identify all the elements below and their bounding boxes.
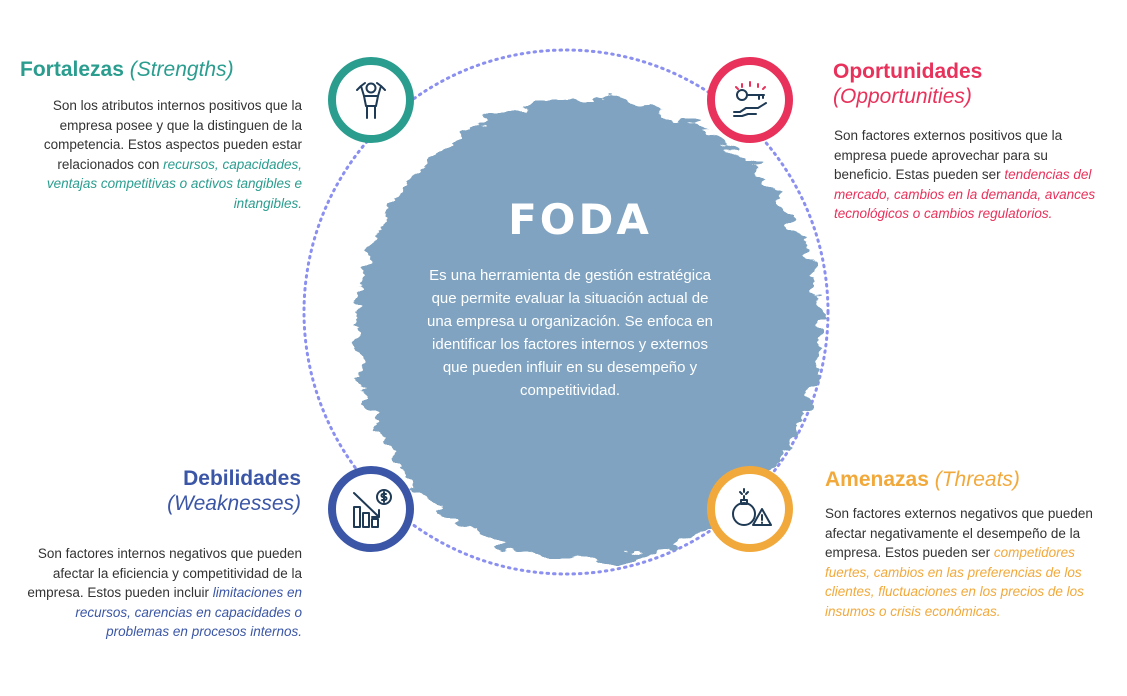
declining-chart-dollar-icon xyxy=(353,489,392,528)
opportunities-highlight: tendencias del mercado, cambios en la de… xyxy=(834,167,1096,221)
weaknesses-title-es: Debilidades xyxy=(183,467,301,490)
center-description: Es una herramienta de gestión estratégic… xyxy=(426,267,714,399)
strengths-description: Son los atributos internos positivos que… xyxy=(28,96,302,213)
bomb-warning-icon xyxy=(732,488,772,526)
opportunities-description: Son factores externos positivos que la e… xyxy=(834,126,1106,224)
opportunities-title: Oportunidades (Opportunities) xyxy=(833,59,1113,109)
strengths-title-en: (Strengths) xyxy=(129,58,234,81)
opportunities-title-es: Oportunidades xyxy=(833,60,983,83)
threats-description: Son factores externos negativos que pued… xyxy=(825,504,1093,621)
weaknesses-badge xyxy=(328,466,414,552)
center-brush-circle xyxy=(356,98,820,562)
threats-badge xyxy=(707,466,793,552)
opportunities-title-en: (Opportunities) xyxy=(833,85,972,108)
weaknesses-highlight: limitaciones en recursos, carencias en c… xyxy=(75,585,302,639)
threats-title-en: (Threats) xyxy=(934,468,1020,491)
threats-title-es: Amenazas xyxy=(825,468,929,491)
opportunities-badge xyxy=(707,57,793,143)
weaknesses-description: Son factores internos negativos que pued… xyxy=(22,544,302,642)
weaknesses-text: Son factores internos negativos que pued… xyxy=(27,546,302,600)
strengths-title-es: Fortalezas xyxy=(20,58,124,81)
strengths-badge xyxy=(328,57,414,143)
threats-highlight: competidores fuertes, cambios en las pre… xyxy=(825,545,1084,619)
center-title: FODA xyxy=(508,195,652,244)
strengths-title: Fortalezas (Strengths) xyxy=(20,57,300,82)
strengths-text: Son los atributos internos positivos que… xyxy=(43,98,302,172)
weaknesses-title: Debilidades (Weaknesses) xyxy=(20,466,301,516)
strong-person-icon xyxy=(356,82,386,119)
weaknesses-title-en: (Weaknesses) xyxy=(167,492,301,515)
threats-title: Amenazas (Threats) xyxy=(825,467,1115,492)
dotted-orbit-ring xyxy=(302,48,830,576)
opportunities-text: Son factores externos positivos que la e… xyxy=(834,128,1063,182)
strengths-highlight: recursos, capacidades, ventajas competit… xyxy=(46,156,302,211)
key-in-hand-icon xyxy=(733,81,767,117)
threats-text: Son factores externos negativos que pued… xyxy=(825,506,1093,560)
